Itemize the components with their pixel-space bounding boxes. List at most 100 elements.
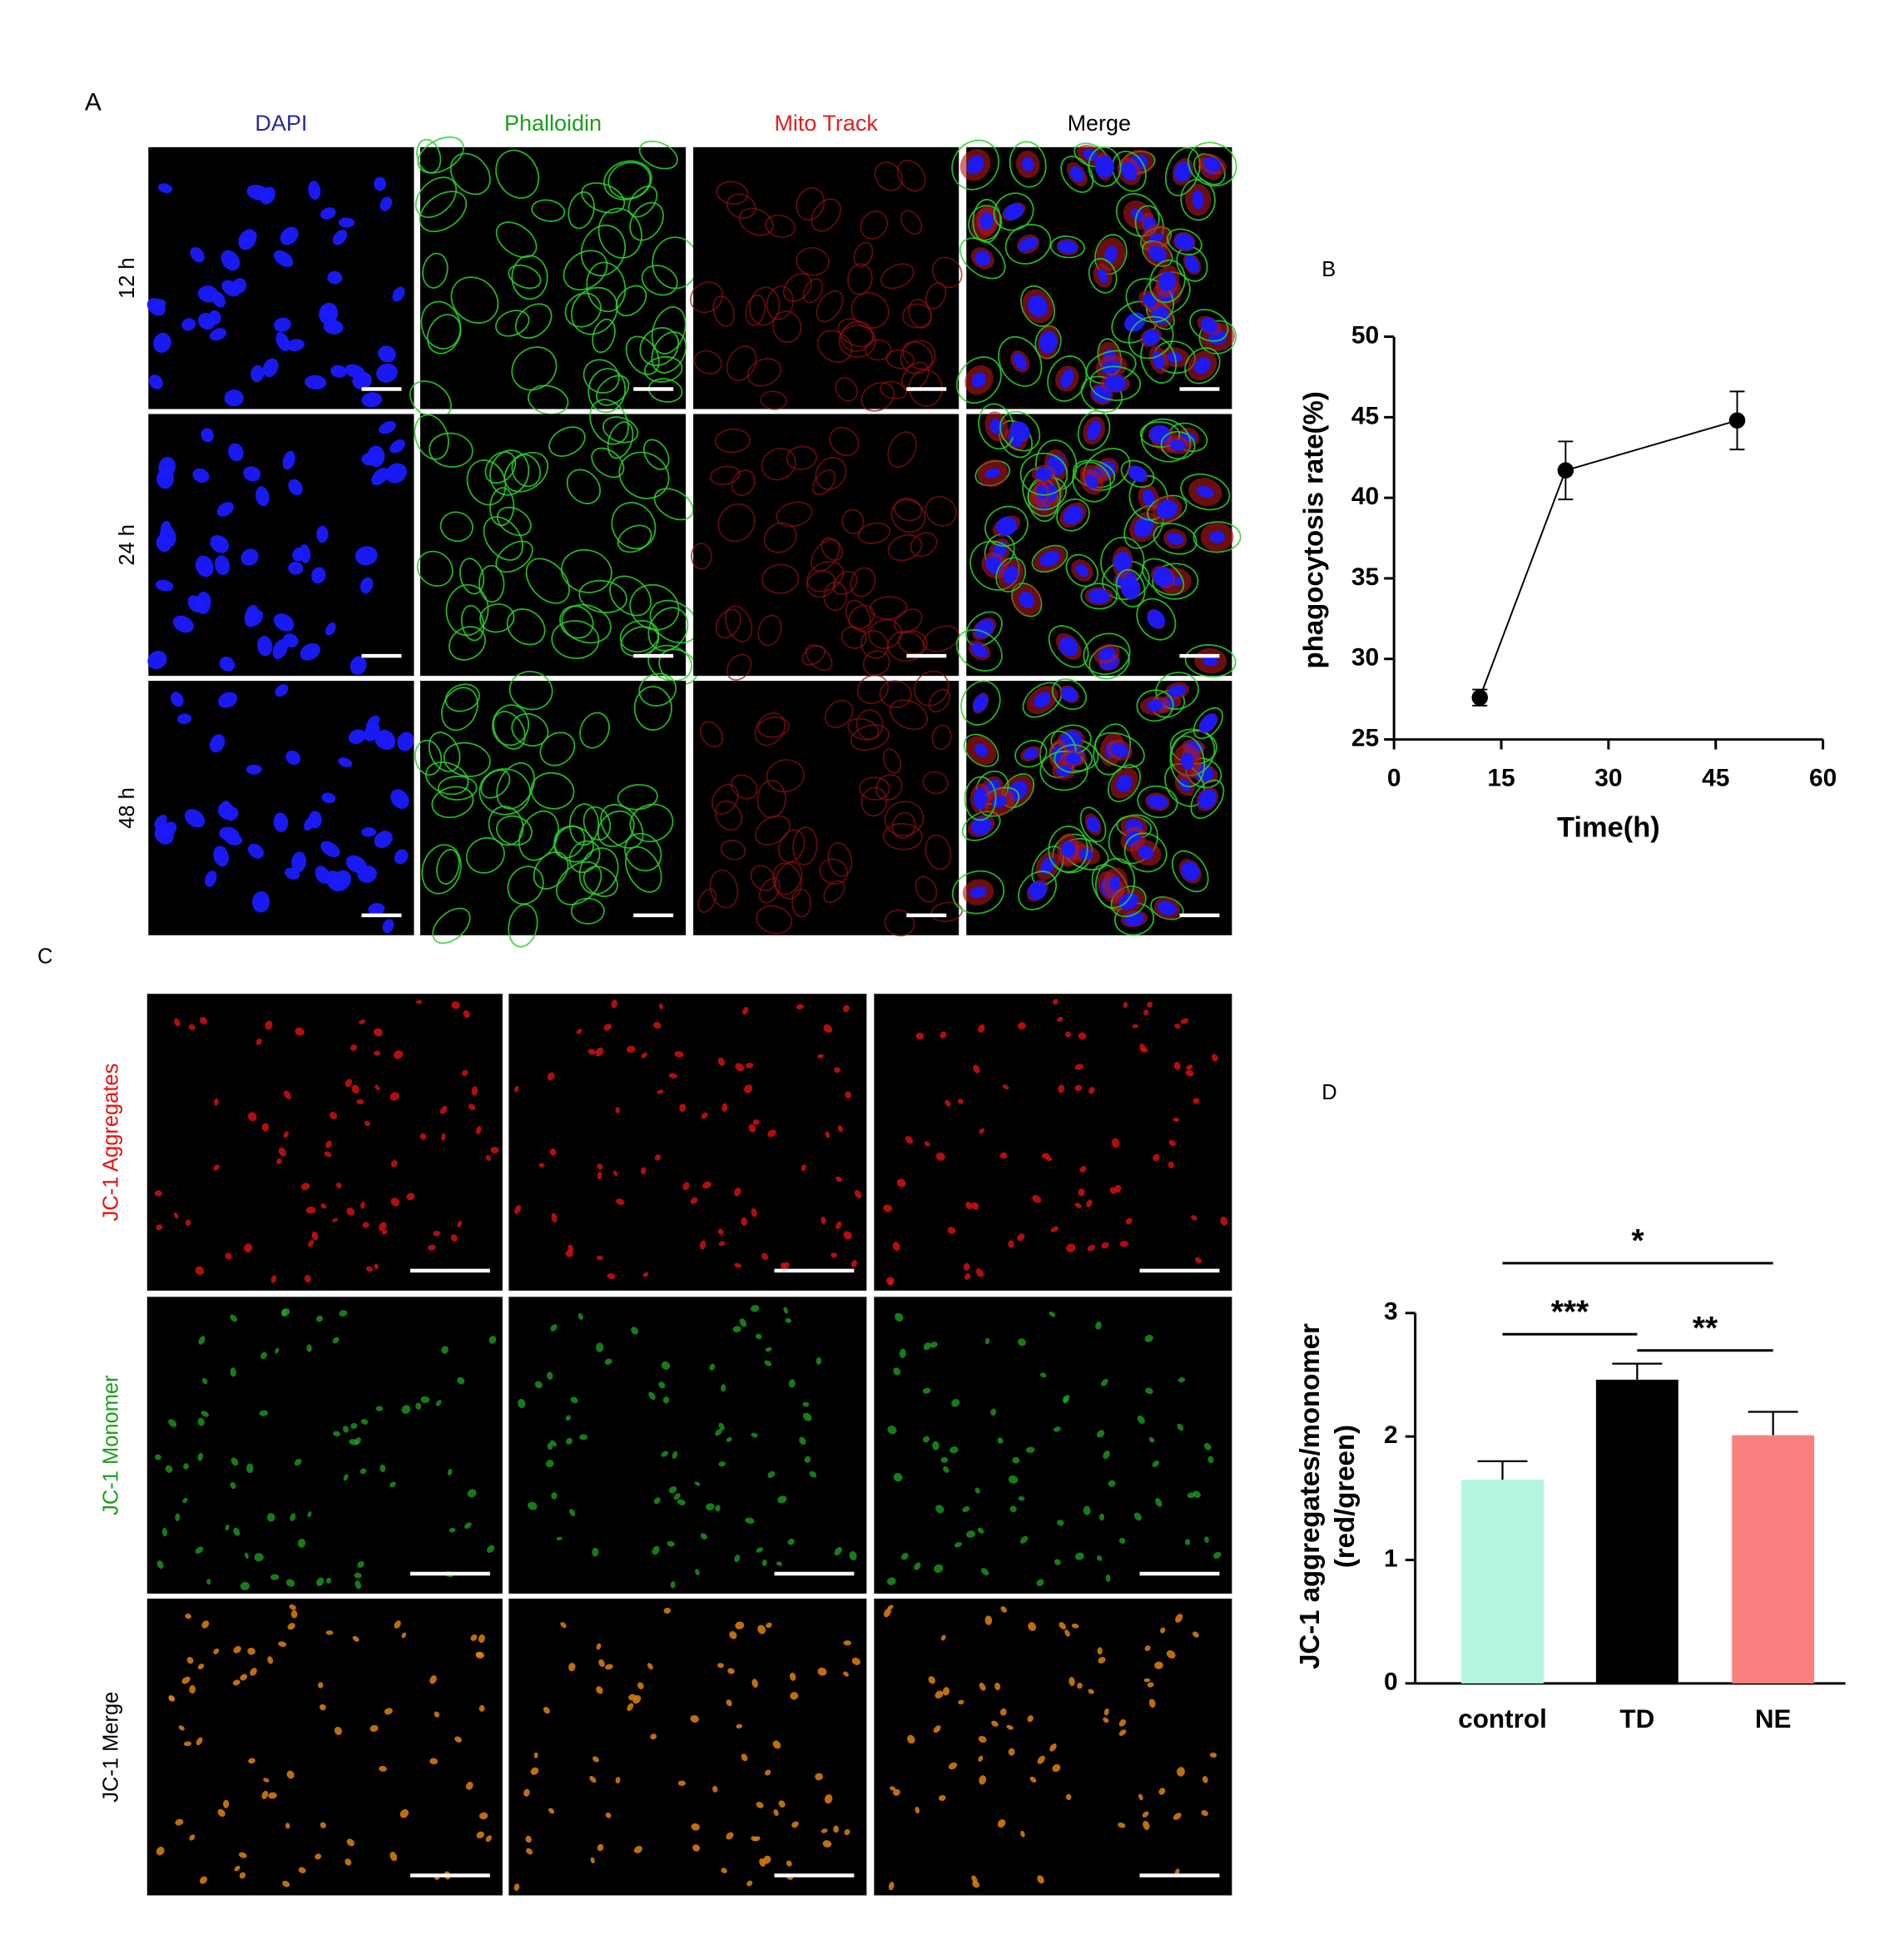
- cell: [961, 811, 1001, 841]
- cell: [265, 1020, 273, 1030]
- cell: [717, 1057, 725, 1066]
- cell: [355, 546, 378, 566]
- cell: [1108, 1480, 1116, 1487]
- micrograph: [690, 146, 963, 412]
- cell: [390, 1198, 400, 1207]
- cell: [150, 299, 166, 310]
- cell: [1147, 609, 1166, 629]
- cell: [1156, 499, 1178, 519]
- cell: [823, 1024, 833, 1034]
- cell: [1173, 1813, 1182, 1820]
- cell: [712, 1785, 718, 1793]
- x-tick-label: 60: [1809, 764, 1837, 791]
- panel-label: A: [85, 88, 102, 116]
- cell: [761, 1560, 767, 1567]
- cell: [954, 1541, 963, 1548]
- cell: [758, 877, 781, 904]
- cell: [1145, 1387, 1153, 1395]
- cell: [266, 1512, 275, 1522]
- cell: [1094, 857, 1136, 909]
- x-tick-label: 45: [1702, 764, 1729, 791]
- cell: [225, 833, 243, 846]
- cell: [902, 340, 934, 370]
- micrograph: [951, 672, 1232, 936]
- cell: [379, 420, 396, 434]
- cell: [282, 450, 295, 470]
- cell: [884, 1608, 891, 1618]
- cell: [1083, 632, 1131, 676]
- cell: [297, 1538, 306, 1548]
- cell: [1160, 430, 1196, 460]
- cell: [750, 1305, 760, 1312]
- cell: [1087, 420, 1101, 441]
- cell: [553, 826, 586, 859]
- cell: [1148, 259, 1186, 304]
- cell: [327, 270, 343, 285]
- cell: [597, 207, 642, 259]
- cell: [626, 1045, 636, 1053]
- cell: [270, 1574, 280, 1580]
- cell: [425, 761, 469, 796]
- cell: [583, 865, 618, 897]
- cell: [973, 787, 988, 810]
- cell: [718, 1241, 726, 1247]
- cell: [579, 1434, 588, 1441]
- cell: [1028, 295, 1049, 317]
- cell: [392, 286, 405, 302]
- cell: [195, 1546, 204, 1555]
- cell: [1083, 1505, 1091, 1515]
- cell: [782, 273, 812, 302]
- cell: [896, 1178, 906, 1188]
- cell: [1158, 1788, 1166, 1795]
- cell: [1056, 1520, 1064, 1526]
- cell: [429, 1675, 437, 1684]
- cell: [378, 729, 395, 747]
- cell: [319, 302, 339, 325]
- cell: [1101, 1242, 1109, 1249]
- column-header: Mito Track: [774, 111, 878, 136]
- cell: [989, 419, 1004, 434]
- cell: [965, 611, 1003, 647]
- cell: [884, 909, 915, 937]
- cell: [476, 1831, 484, 1839]
- cell: [654, 1154, 662, 1161]
- cell: [551, 1492, 558, 1500]
- cell: [811, 198, 841, 232]
- x-tick-label: 15: [1487, 764, 1515, 791]
- cell: [963, 733, 999, 767]
- cell: [806, 561, 845, 593]
- cell: [815, 1773, 823, 1781]
- significance-label: *: [1632, 1223, 1645, 1259]
- cell: [1118, 892, 1139, 910]
- cell: [756, 1547, 764, 1553]
- cell: [1078, 1032, 1087, 1040]
- cell: [378, 345, 396, 363]
- cell: [394, 1050, 404, 1059]
- cell: [893, 1788, 900, 1796]
- cell: [156, 579, 174, 592]
- cell: [1019, 1535, 1029, 1544]
- cell: [1209, 1752, 1217, 1758]
- cell: [478, 1704, 485, 1712]
- y-tick-label: 1: [1384, 1545, 1398, 1572]
- cell: [984, 1615, 993, 1625]
- y-axis-label: (red/green): [1329, 1425, 1360, 1568]
- cell: [741, 1217, 748, 1226]
- cell: [718, 1422, 725, 1431]
- cell: [153, 332, 171, 353]
- cell: [690, 281, 724, 314]
- cell: [357, 865, 377, 883]
- cell: [726, 653, 752, 681]
- cell: [755, 815, 791, 846]
- cell: [294, 1458, 302, 1466]
- cell: [799, 1436, 806, 1446]
- cell: [533, 1752, 538, 1758]
- cell: [374, 1084, 380, 1091]
- cell: [761, 448, 796, 481]
- cell: [1085, 474, 1098, 489]
- cell: [1087, 1244, 1096, 1252]
- cell: [1200, 317, 1218, 334]
- cell: [1065, 1031, 1071, 1038]
- micrograph: [146, 146, 414, 409]
- cell: [262, 358, 279, 378]
